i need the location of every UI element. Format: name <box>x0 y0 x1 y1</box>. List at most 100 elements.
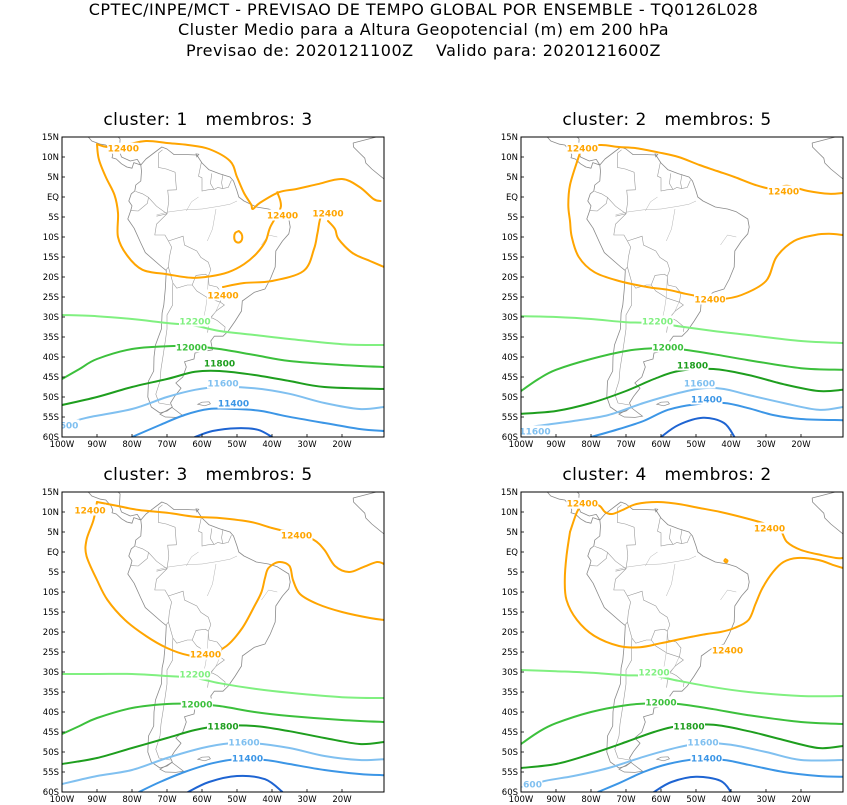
lat-tick-label: 40S <box>502 353 518 363</box>
island-coastline <box>196 401 211 407</box>
contour-label-background <box>690 393 723 405</box>
country-border <box>168 621 209 644</box>
contour-line-12200 <box>521 315 843 344</box>
lon-tick-label: 80W <box>581 440 601 450</box>
contour-label: 12200 <box>179 671 210 681</box>
lon-tick-label: 80W <box>122 440 142 450</box>
river-line <box>156 555 238 571</box>
panel-cluster-1: cluster: 1 membros: 3 12400 12400 12400 124… <box>28 110 388 450</box>
contour-label-background <box>694 293 726 305</box>
panel-cluster-3: cluster: 3 membros: 5 12400 12400 12400 122… <box>28 465 388 805</box>
lon-tick-label: 60W <box>192 795 212 805</box>
lon-tick-label: 100W <box>50 440 75 450</box>
contour-label: 12400 <box>190 651 221 661</box>
lat-tick-label: 50S <box>43 393 59 403</box>
lon-tick-label: 80W <box>122 795 142 805</box>
header-line-3: Previsao de: 2020121100Z Valido para: 20… <box>186 41 661 60</box>
contour-label-background <box>179 668 211 680</box>
island-coastline <box>178 478 183 480</box>
contour-label: 11800 <box>677 362 708 372</box>
contour-label: 11800 <box>204 360 235 370</box>
lon-tick-label: 100W <box>509 440 534 450</box>
contour-line-12400 <box>327 220 384 268</box>
lat-tick-label: 40S <box>43 708 59 718</box>
panel-title: cluster: 2 membros: 5 <box>562 110 772 130</box>
lat-tick-label: 5N <box>47 173 59 183</box>
lon-tick-label: 50W <box>227 440 247 450</box>
country-border <box>198 162 232 192</box>
contour-label-background <box>711 644 744 656</box>
contour-label-background <box>228 736 260 748</box>
country-border <box>657 162 691 192</box>
lat-tick-label: 55S <box>43 768 59 778</box>
country-border <box>209 656 226 687</box>
country-border <box>168 235 212 277</box>
lat-tick-label: 40S <box>502 708 518 718</box>
contour-line-11800 <box>62 369 384 406</box>
country-border <box>680 174 683 189</box>
contour-label: 12400 <box>312 210 343 220</box>
contour-label: 12400 <box>768 188 799 198</box>
lon-tick-label: 90W <box>546 440 566 450</box>
contour-line-12400 <box>567 160 843 301</box>
lon-tick-label: 60W <box>651 440 671 450</box>
lat-tick-label: 25S <box>43 293 59 303</box>
river-line <box>666 208 676 242</box>
island-coastline <box>655 756 670 762</box>
country-border <box>657 517 691 547</box>
contour-line-12400 <box>576 143 843 195</box>
lat-tick-label: 20S <box>43 628 59 638</box>
contour-label-background <box>638 666 670 678</box>
contour-label-background <box>566 142 599 154</box>
island-coastline <box>654 153 659 158</box>
lat-tick-label: 15S <box>43 253 59 263</box>
contour-line-11200 <box>653 775 732 792</box>
lat-tick-label: 30S <box>502 313 518 323</box>
lon-tick-label: 90W <box>546 795 566 805</box>
island-coastline <box>159 761 185 773</box>
contour-line-12200 <box>62 672 384 699</box>
contour-label: 12400 <box>567 500 598 510</box>
contour-label-background <box>673 720 705 732</box>
island-coastline <box>618 406 644 418</box>
contour-label-background <box>521 425 551 437</box>
central-america-coastline <box>87 137 142 169</box>
lat-tick-label: 5S <box>48 568 59 578</box>
map-canvas: 12400 12400 12400 12200 12000 11800 11600 11400… <box>501 478 844 805</box>
island-coastline <box>637 478 642 480</box>
country-border <box>680 529 683 544</box>
river-line <box>645 196 658 212</box>
lon-tick-label: 50W <box>686 795 706 805</box>
contour-label-background <box>107 142 140 154</box>
contour-label-background <box>641 315 674 327</box>
river-line <box>720 234 737 246</box>
lat-tick-label: 5N <box>506 173 518 183</box>
contour-label-background <box>676 359 709 371</box>
contour-line-12400 <box>569 501 843 560</box>
lat-tick-label: 60S <box>502 788 518 798</box>
contour-label: 12400 <box>754 525 785 535</box>
contour-label: 12000 <box>176 344 207 354</box>
country-border <box>627 235 671 277</box>
contour-label: 11800 <box>207 723 238 733</box>
lat-tick-label: 15S <box>502 608 518 618</box>
lat-tick-label: 10N <box>42 153 59 163</box>
lat-tick-label: 10N <box>501 153 518 163</box>
contour-line-11400 <box>131 407 384 437</box>
contour-line-12400 <box>96 139 382 210</box>
lat-tick-label: 45S <box>502 373 518 383</box>
island-coastline <box>152 473 172 481</box>
lon-tick-label: 80W <box>581 795 601 805</box>
country-border <box>615 189 636 217</box>
lat-tick-label: 10N <box>501 508 518 518</box>
contour-label: 12000 <box>181 701 212 711</box>
country-border <box>130 191 149 212</box>
contour-line-11600 <box>521 386 843 430</box>
contour-label: 12400 <box>74 507 105 517</box>
lat-tick-label: 15S <box>43 608 59 618</box>
lat-tick-label: 15N <box>501 133 518 143</box>
contour-label: 11400 <box>691 396 722 406</box>
lon-tick-label: 70W <box>157 795 177 805</box>
contour-label: 12000 <box>645 699 676 709</box>
central-america-coastline <box>546 137 601 169</box>
